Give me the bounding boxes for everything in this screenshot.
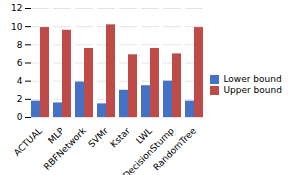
svg-text:8: 8 xyxy=(17,40,23,50)
svg-text:ACTUAL: ACTUAL xyxy=(12,126,44,158)
svg-text:0: 0 xyxy=(17,112,23,122)
svg-text:Kstar: Kstar xyxy=(108,126,132,150)
svg-text:4: 4 xyxy=(17,76,23,86)
svg-text:6: 6 xyxy=(17,58,23,68)
svg-text:RandomTree: RandomTree xyxy=(151,125,198,172)
html-text:Upper bound: Upper bound xyxy=(223,85,282,96)
svg-text:10: 10 xyxy=(11,22,23,32)
svg-text:RBFNetwork: RBFNetwork xyxy=(42,125,89,172)
svg-text:12: 12 xyxy=(11,3,22,13)
svg-text:2: 2 xyxy=(17,94,23,104)
svg-text:MLP: MLP xyxy=(46,125,66,146)
html-text:Lower bound: Lower bound xyxy=(223,74,282,85)
svg-text:LWL: LWL xyxy=(134,125,154,146)
svg-text:SVMr: SVMr xyxy=(86,126,110,150)
